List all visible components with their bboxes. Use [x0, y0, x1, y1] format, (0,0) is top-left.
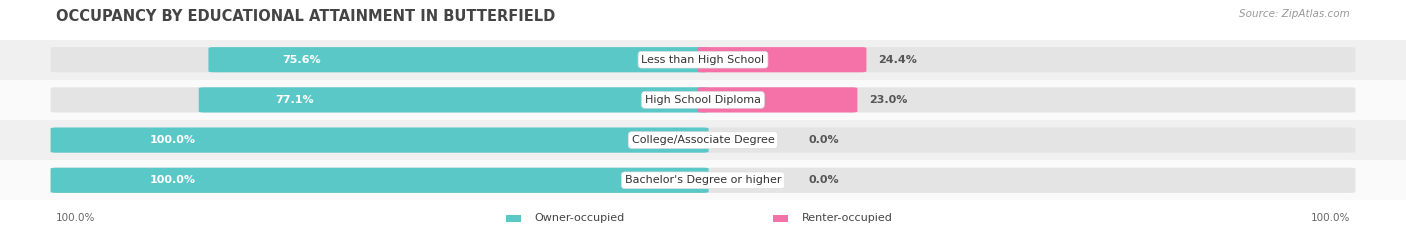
Bar — [0, 160, 1406, 200]
Text: Less than High School: Less than High School — [641, 55, 765, 65]
Text: OCCUPANCY BY EDUCATIONAL ATTAINMENT IN BUTTERFIELD: OCCUPANCY BY EDUCATIONAL ATTAINMENT IN B… — [56, 9, 555, 24]
FancyBboxPatch shape — [208, 47, 709, 72]
Text: 24.4%: 24.4% — [877, 55, 917, 65]
Text: High School Diploma: High School Diploma — [645, 95, 761, 105]
Text: 0.0%: 0.0% — [808, 175, 839, 185]
Text: 23.0%: 23.0% — [869, 95, 907, 105]
FancyBboxPatch shape — [51, 168, 709, 193]
Text: 100.0%: 100.0% — [149, 135, 195, 145]
Text: Renter-occupied: Renter-occupied — [801, 213, 893, 223]
Text: 100.0%: 100.0% — [56, 213, 96, 223]
Text: 100.0%: 100.0% — [149, 175, 195, 185]
Text: Owner-occupied: Owner-occupied — [534, 213, 624, 223]
Text: 75.6%: 75.6% — [283, 55, 322, 65]
Text: 0.0%: 0.0% — [808, 135, 839, 145]
FancyBboxPatch shape — [198, 87, 709, 113]
Bar — [0, 80, 1406, 120]
FancyBboxPatch shape — [51, 87, 1355, 113]
Text: Bachelor's Degree or higher: Bachelor's Degree or higher — [624, 175, 782, 185]
FancyBboxPatch shape — [773, 215, 787, 222]
Text: 77.1%: 77.1% — [274, 95, 314, 105]
FancyBboxPatch shape — [51, 47, 1355, 72]
FancyBboxPatch shape — [51, 168, 1355, 193]
FancyBboxPatch shape — [697, 87, 858, 113]
Bar — [0, 120, 1406, 160]
Text: 100.0%: 100.0% — [1310, 213, 1350, 223]
FancyBboxPatch shape — [51, 127, 1355, 153]
FancyBboxPatch shape — [506, 215, 520, 222]
Text: Source: ZipAtlas.com: Source: ZipAtlas.com — [1239, 9, 1350, 19]
FancyBboxPatch shape — [51, 127, 709, 153]
FancyBboxPatch shape — [697, 47, 866, 72]
Text: College/Associate Degree: College/Associate Degree — [631, 135, 775, 145]
Bar — [0, 40, 1406, 80]
